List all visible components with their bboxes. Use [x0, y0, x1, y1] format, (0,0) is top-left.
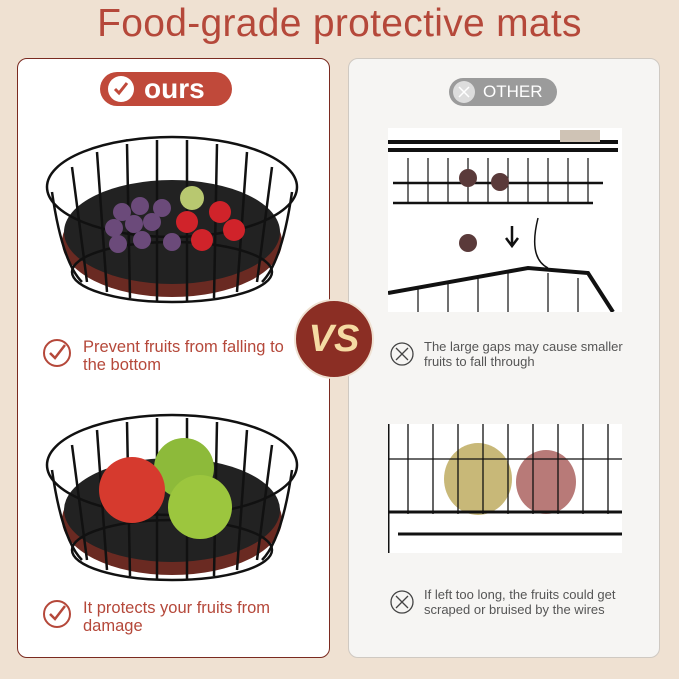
ours-caption-2: It protects your fruits from damage	[42, 599, 302, 635]
ours-caption-1: Prevent fruits from falling to the botto…	[42, 338, 302, 374]
x-circle-icon	[453, 81, 475, 103]
other-label: OTHER	[483, 82, 543, 101]
check-circle-icon	[43, 339, 71, 367]
basket-with-apples-image	[42, 410, 302, 585]
vs-badge: VS	[294, 299, 374, 379]
x-circle-icon	[390, 342, 414, 366]
basket-with-grapes-image	[42, 132, 302, 307]
other-caption-2: If left too long, the fruits could get s…	[389, 587, 644, 617]
check-circle-icon	[43, 600, 71, 628]
x-circle-icon	[390, 590, 414, 614]
check-circle-icon	[108, 76, 134, 102]
other-rack-bruise-image	[388, 424, 622, 553]
other-badge: OTHER	[449, 78, 557, 106]
other-rack-gaps-image	[388, 128, 622, 312]
page-title: Food-grade protective mats	[97, 2, 582, 45]
ours-badge: ours	[100, 72, 232, 106]
other-caption-1: The large gaps may cause smaller fruits …	[389, 339, 644, 369]
ours-label: ours	[144, 73, 205, 104]
